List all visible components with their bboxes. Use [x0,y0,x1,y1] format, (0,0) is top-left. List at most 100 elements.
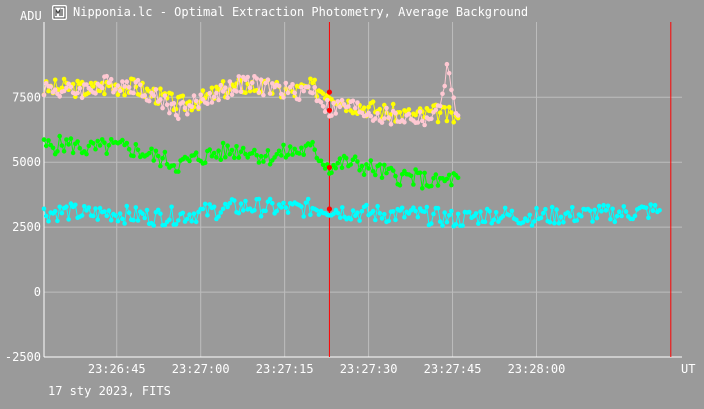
series-3-point-230 [554,207,559,212]
series-3-point-73 [205,213,210,218]
series-3-point-10 [64,204,69,209]
series-3-point-17 [79,213,85,218]
series-2-point-48 [149,146,154,152]
series-2-point-52 [158,163,163,169]
series-2-point-29 [106,143,112,148]
series-3-point-167 [413,208,418,214]
series-1-point-139 [350,98,356,104]
series-1-point-30 [108,76,114,82]
series-3-point-49 [151,223,156,228]
series-0-point-136 [343,108,349,114]
series-1-point-23 [93,91,98,96]
series-1-point-100 [265,77,271,82]
series-3-point-68 [193,219,199,225]
series-2-point-47 [146,150,152,156]
series-3-point-51 [155,207,161,213]
series-3-point-94 [252,208,257,213]
series-2-point-151 [377,162,383,167]
series-1-point-64 [185,111,190,117]
series-3-point-233 [561,220,566,225]
series-1-point-147 [368,113,374,119]
series-2-point-80 [220,140,226,146]
series-1-point-9 [61,88,67,94]
series-3-point-155 [386,218,392,224]
series-2-point-174 [429,183,434,189]
series-2-point-81 [223,154,228,160]
series-1-point-125 [320,104,326,109]
series-3-point-130 [331,211,337,216]
series-1-point-45 [142,93,147,98]
series-2-point-152 [379,175,385,180]
series-1-point-124 [318,100,324,105]
series-2-point-149 [373,172,378,178]
series-3-point-261 [623,209,629,214]
series-0-point-182 [446,104,452,110]
series-1-point-179 [440,91,445,97]
series-2-point-147 [368,158,374,163]
series-1-point-49 [151,93,156,98]
series-1-point-82 [225,95,230,100]
series-1-point-178 [437,103,443,109]
series-1-point-34 [117,88,123,94]
series-1-point-126 [322,109,328,114]
series-3-point-215 [520,220,526,225]
series-2-point-165 [408,173,414,179]
series-3-point-5 [52,209,58,214]
series-1-point-63 [182,105,188,111]
series-1-point-97 [258,77,264,82]
series-1-point-156 [388,122,394,127]
series-2-point-129 [329,170,334,176]
series-1-point-133 [337,104,343,110]
series-2-point-110 [287,144,293,149]
series-3-point-101 [267,196,273,202]
series-2-point-1 [43,143,49,149]
series-1-point-164 [406,111,412,117]
series-2-point-86 [234,144,239,149]
series-2-point-28 [104,151,109,156]
series-2-point-85 [232,155,237,161]
series-0-point-36 [122,92,127,98]
series-1-point-155 [386,115,392,120]
series-0-point-62 [180,93,186,99]
series-3-point-248 [594,215,600,221]
series-3-point-255 [610,206,615,212]
series-1-point-158 [393,110,398,116]
series-3-point-56 [167,217,172,222]
series-1-point-186 [455,113,461,118]
series-1-point-33 [115,83,121,88]
series-1-point-116 [301,88,307,94]
series-2-point-170 [420,186,425,191]
series-1-point-180 [442,83,448,89]
series-3-point-12 [68,201,74,206]
series-3-point-119 [308,212,313,218]
series-3-point-206 [500,214,506,219]
series-3-point-143 [359,208,365,214]
series-3-point-71 [200,206,206,212]
series-3-point-30 [108,218,114,223]
series-0-point-119 [308,76,313,82]
series-3-point-225 [543,206,548,212]
series-2-point-11 [66,142,71,147]
series-2-point-183 [449,182,454,188]
series-0-point-183 [449,110,454,115]
series-1-point-96 [256,90,262,95]
series-3-point-191 [467,209,472,215]
series-2-point-94 [252,147,257,153]
series-1-point-181 [444,61,450,67]
app-icon-glyph [53,6,66,18]
series-3-point-227 [547,220,553,225]
series-3-point-139 [350,208,356,213]
series-3-point-79 [218,210,224,215]
series-1-point-28 [104,73,109,79]
series-2-point-51 [155,153,161,159]
series-2-point-105 [276,148,282,154]
series-1-point-95 [254,76,259,81]
series-1-point-182 [446,70,452,76]
series-3-point-40 [131,217,136,223]
series-1-point-152 [379,120,385,125]
series-1-point-93 [249,80,255,86]
series-3-point-82 [225,204,230,210]
series-1-point-66 [189,104,194,109]
series-1-point-38 [126,85,132,90]
series-3-point-116 [301,214,307,219]
